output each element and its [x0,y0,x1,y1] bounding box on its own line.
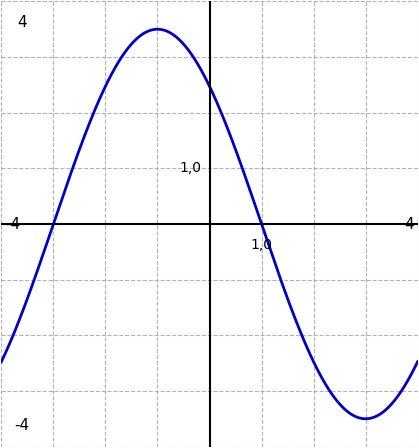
Text: -4: -4 [5,216,21,232]
Text: -4: -4 [15,418,30,433]
Text: 4: 4 [404,216,414,232]
Text: 4: 4 [17,15,27,30]
Text: 1,0: 1,0 [180,161,202,175]
Text: 1,0: 1,0 [251,238,272,252]
